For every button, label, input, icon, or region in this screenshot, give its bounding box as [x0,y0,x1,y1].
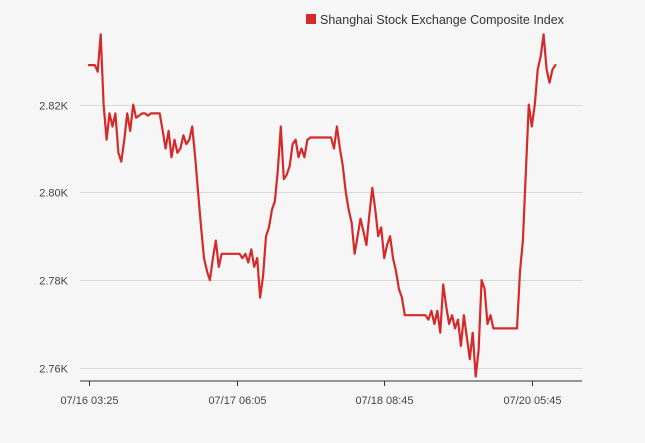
x-tick-label: 07/16 03:25 [60,395,118,407]
series-line [87,33,557,378]
y-tick-label: 2.78K [39,276,68,288]
x-ticks: 07/16 03:25 07/17 06:05 07/18 08:45 07/20 0… [60,381,562,407]
grid-lines [80,105,582,369]
x-tick-label: 07/18 08:45 [355,395,413,407]
y-tick-label: 2.76K [39,364,68,376]
y-tick-label: 2.80K [39,188,68,200]
x-tick-label: 07/20 05:45 [503,395,561,407]
y-tick-label: 2.82K [39,101,68,113]
x-tick-label: 07/17 06:05 [208,395,266,407]
legend: Shanghai Stock Exchange Composite Index [306,13,565,27]
legend-swatch [306,14,316,24]
y-tick-labels: 2.76K 2.78K 2.80K 2.82K [39,101,68,376]
legend-label: Shanghai Stock Exchange Composite Index [320,13,565,27]
